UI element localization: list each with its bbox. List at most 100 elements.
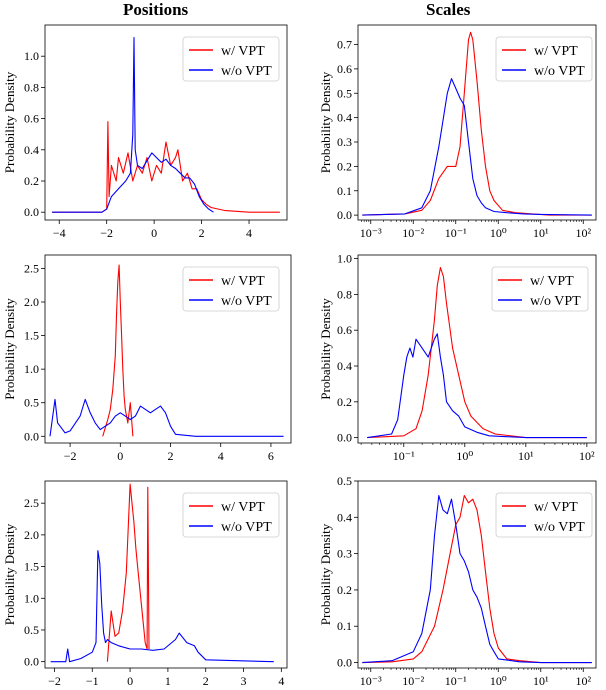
y-tick-label: 0.7 xyxy=(337,38,352,52)
x-tick-label: 10⁻¹ xyxy=(445,674,467,688)
y-tick-label: 0.6 xyxy=(337,323,352,337)
y-tick-label: 0.2 xyxy=(337,583,352,597)
x-tick-label: 3 xyxy=(241,674,247,688)
series-line-without-vpt xyxy=(49,398,284,437)
axes-frame xyxy=(44,24,288,221)
x-tick-label: −2 xyxy=(48,674,61,688)
y-tick-label: 0.6 xyxy=(24,112,39,126)
legend-label-without-vpt: w/o VPT xyxy=(221,520,272,535)
series-line-with-vpt xyxy=(106,483,150,662)
series-line-without-vpt xyxy=(367,333,587,439)
x-tick-label: 2 xyxy=(168,449,174,463)
legend-label-with-vpt: w/ VPT xyxy=(221,274,265,289)
y-axis-label: Probability Density xyxy=(2,523,17,625)
y-tick-label: 0.4 xyxy=(24,143,39,157)
x-tick-label: −2 xyxy=(100,226,113,240)
series-line-without-vpt xyxy=(50,550,274,663)
y-tick-label: 0.8 xyxy=(24,80,39,94)
legend-label-with-vpt: w/ VPT xyxy=(534,44,578,59)
y-tick-label: 0.1 xyxy=(337,619,352,633)
y-tick-label: 0.6 xyxy=(337,62,352,76)
legend-label-with-vpt: w/ VPT xyxy=(221,500,265,515)
y-tick-label: 0.0 xyxy=(24,655,39,669)
x-tick-label: 2 xyxy=(199,226,205,240)
series-line-with-vpt xyxy=(367,266,587,439)
x-tick-label: 10⁰ xyxy=(490,674,507,688)
x-tick-label: 10² xyxy=(579,449,595,463)
y-tick-label: 0.0 xyxy=(337,656,352,670)
x-tick-label: 10¹ xyxy=(533,674,549,688)
series-line-without-vpt xyxy=(52,36,214,213)
y-tick-label: 0.4 xyxy=(337,510,352,524)
y-tick-label: 0.5 xyxy=(337,86,352,100)
x-tick-label: 10⁻³ xyxy=(360,226,382,240)
series-line-with-vpt xyxy=(102,264,134,437)
legend-label-without-vpt: w/o VPT xyxy=(221,294,272,309)
x-tick-label: 10⁰ xyxy=(456,449,473,463)
chart-pos3: −2 −1 0 1 2 3 4 0.0 0.5 1.0 1.5 2.0 2.5 Probability D… xyxy=(2,480,288,688)
x-tick-label: 10¹ xyxy=(533,226,549,240)
x-tick-label: 0 xyxy=(151,226,157,240)
y-tick-label: 0.5 xyxy=(337,474,352,488)
y-tick-label: 0.3 xyxy=(337,547,352,561)
x-tick-label: 10⁻³ xyxy=(360,674,382,688)
series-line-with-vpt xyxy=(362,31,592,216)
y-axis-label: Probability Density xyxy=(2,71,17,173)
x-tick-label: 10⁻¹ xyxy=(445,226,467,240)
x-tick-label: 4 xyxy=(218,449,224,463)
y-tick-label: 2.0 xyxy=(24,528,39,542)
y-tick-label: 0.2 xyxy=(337,159,352,173)
x-tick-label: 1 xyxy=(165,674,171,688)
y-tick-label: 0.5 xyxy=(24,623,39,637)
x-tick-label: 10⁰ xyxy=(490,226,507,240)
y-tick-label: 2.5 xyxy=(24,496,39,510)
x-tick-label: 10⁻¹ xyxy=(393,449,415,463)
y-axis-label: Probability Density xyxy=(318,298,333,400)
series-line-without-vpt xyxy=(362,78,592,216)
y-tick-label: 0.3 xyxy=(337,135,352,149)
y-tick-label: 0.5 xyxy=(24,396,39,410)
y-tick-label: 0.4 xyxy=(337,359,352,373)
x-tick-label: −4 xyxy=(53,226,66,240)
y-tick-label: 1.0 xyxy=(24,49,39,63)
y-axis-label: Probability Density xyxy=(318,523,333,625)
x-tick-label: 10² xyxy=(575,674,591,688)
y-tick-label: 2.5 xyxy=(24,261,39,275)
y-tick-label: 1.0 xyxy=(337,252,352,266)
y-tick-label: 2.0 xyxy=(24,295,39,309)
y-tick-label: 0.0 xyxy=(337,431,352,445)
legend-label-without-vpt: w/o VPT xyxy=(534,64,585,79)
x-tick-label: 10² xyxy=(575,226,591,240)
legend-label-with-vpt: w/ VPT xyxy=(534,500,578,515)
chart-pos1: −4 −2 0 2 4 0.0 0.2 0.4 0.6 0.8 1.0 Probability Den… xyxy=(2,24,288,240)
x-tick-label: −1 xyxy=(86,674,99,688)
y-tick-label: 0.0 xyxy=(337,208,352,222)
series-line-with-vpt xyxy=(52,121,280,213)
axes-frame xyxy=(357,24,597,221)
axes-frame xyxy=(357,480,597,669)
chart-pos2: −2 0 2 4 6 0.0 0.5 1.0 1.5 2.0 2.5 Probability Dens… xyxy=(2,254,292,463)
chart-sc3: 10⁻³ 10⁻² 10⁻¹ 10⁰ 10¹ 10² 0.0 0.1 0.2 0.3 0.4 0.5 P… xyxy=(318,474,597,688)
positions-column-title: Positions xyxy=(123,0,189,19)
axes-frame xyxy=(44,480,288,669)
y-tick-label: 1.0 xyxy=(24,362,39,376)
x-tick-label: 4 xyxy=(278,674,284,688)
y-tick-label: 0.0 xyxy=(24,429,39,443)
y-axis-label: Probability Density xyxy=(2,298,17,400)
chart-sc1: 10⁻³ 10⁻² 10⁻¹ 10⁰ 10¹ 10² 0.0 0.1 0.2 0.3 0.4 0.5 0… xyxy=(318,24,597,240)
x-tick-label: 0 xyxy=(117,449,123,463)
y-tick-label: 0.0 xyxy=(24,205,39,219)
axes-frame xyxy=(357,254,597,444)
x-tick-label: 6 xyxy=(268,449,274,463)
x-tick-label: −2 xyxy=(64,449,77,463)
x-tick-label: 10¹ xyxy=(518,449,534,463)
legend-label-with-vpt: w/ VPT xyxy=(530,274,574,289)
y-tick-label: 0.2 xyxy=(24,174,39,188)
y-tick-label: 1.0 xyxy=(24,591,39,605)
y-tick-label: 0.1 xyxy=(337,184,352,198)
legend-label-without-vpt: w/o VPT xyxy=(530,294,581,309)
y-tick-label: 0.4 xyxy=(337,111,352,125)
y-tick-label: 0.8 xyxy=(337,287,352,301)
legend-label-without-vpt: w/o VPT xyxy=(221,64,272,79)
